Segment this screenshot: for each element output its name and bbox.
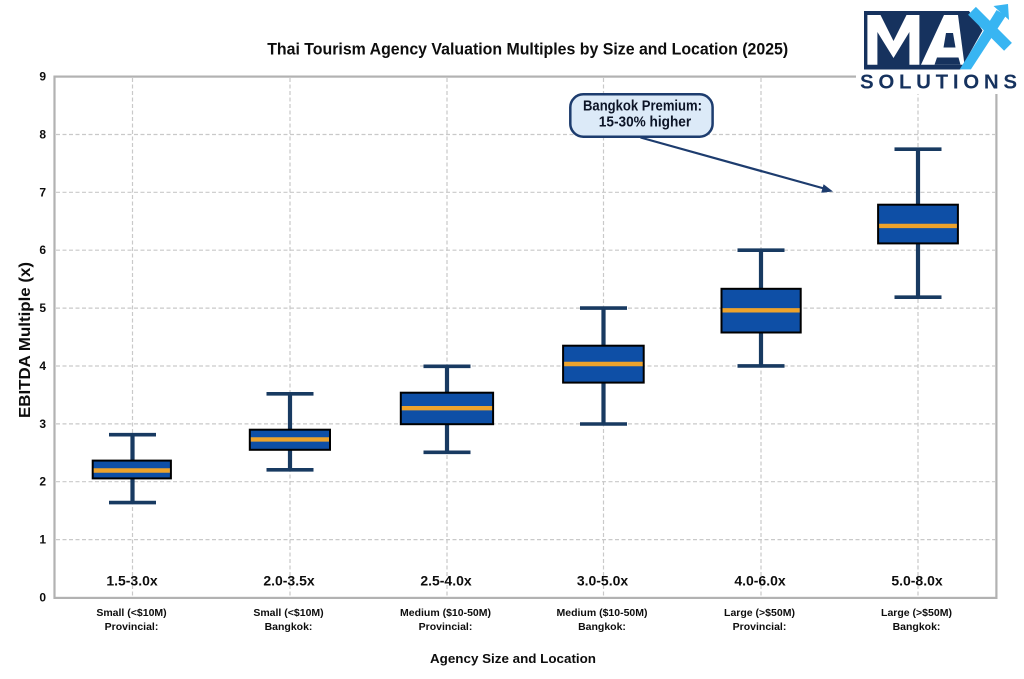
svg-text:Provincial:: Provincial: [733,621,787,633]
svg-text:5: 5 [39,301,46,315]
svg-text:2: 2 [39,475,46,489]
svg-text:15-30% higher: 15-30% higher [599,114,692,130]
svg-text:9: 9 [39,70,46,84]
svg-text:4: 4 [39,359,46,373]
svg-text:Small (<$10M): Small (<$10M) [253,607,323,619]
svg-text:3: 3 [39,417,46,431]
svg-text:2.0-3.5x: 2.0-3.5x [263,573,315,589]
svg-text:Provincial:: Provincial: [105,621,159,633]
svg-text:Large (>$50M): Large (>$50M) [724,607,795,619]
svg-text:Bangkok:: Bangkok: [265,621,313,633]
svg-text:4.0-6.0x: 4.0-6.0x [734,573,786,589]
svg-text:5.0-8.0x: 5.0-8.0x [891,573,943,589]
svg-text:8: 8 [39,128,46,142]
svg-text:Medium ($10-50M): Medium ($10-50M) [400,607,491,619]
svg-text:Bangkok:: Bangkok: [578,621,626,633]
svg-text:2.5-4.0x: 2.5-4.0x [420,573,472,589]
svg-text:7: 7 [39,185,46,199]
svg-text:Thai Tourism Agency Valuation: Thai Tourism Agency Valuation Multiples … [267,41,788,59]
svg-text:Large (>$50M): Large (>$50M) [881,607,952,619]
svg-text:Medium ($10-50M): Medium ($10-50M) [556,607,647,619]
svg-text:1: 1 [39,533,46,547]
svg-text:SOLUTIONS: SOLUTIONS [860,70,1021,93]
svg-text:Agency Size and Location: Agency Size and Location [430,651,596,666]
svg-text:Bangkok:: Bangkok: [893,621,941,633]
svg-text:3.0-5.0x: 3.0-5.0x [577,573,629,589]
svg-text:EBITDA Multiple (x): EBITDA Multiple (x) [17,262,34,418]
svg-text:1.5-3.0x: 1.5-3.0x [106,573,158,589]
svg-text:Small (<$10M): Small (<$10M) [96,607,166,619]
svg-text:6: 6 [39,243,46,257]
svg-text:Provincial:: Provincial: [419,621,473,633]
svg-text:0: 0 [39,591,46,605]
svg-text:Bangkok Premium:: Bangkok Premium: [583,98,702,114]
